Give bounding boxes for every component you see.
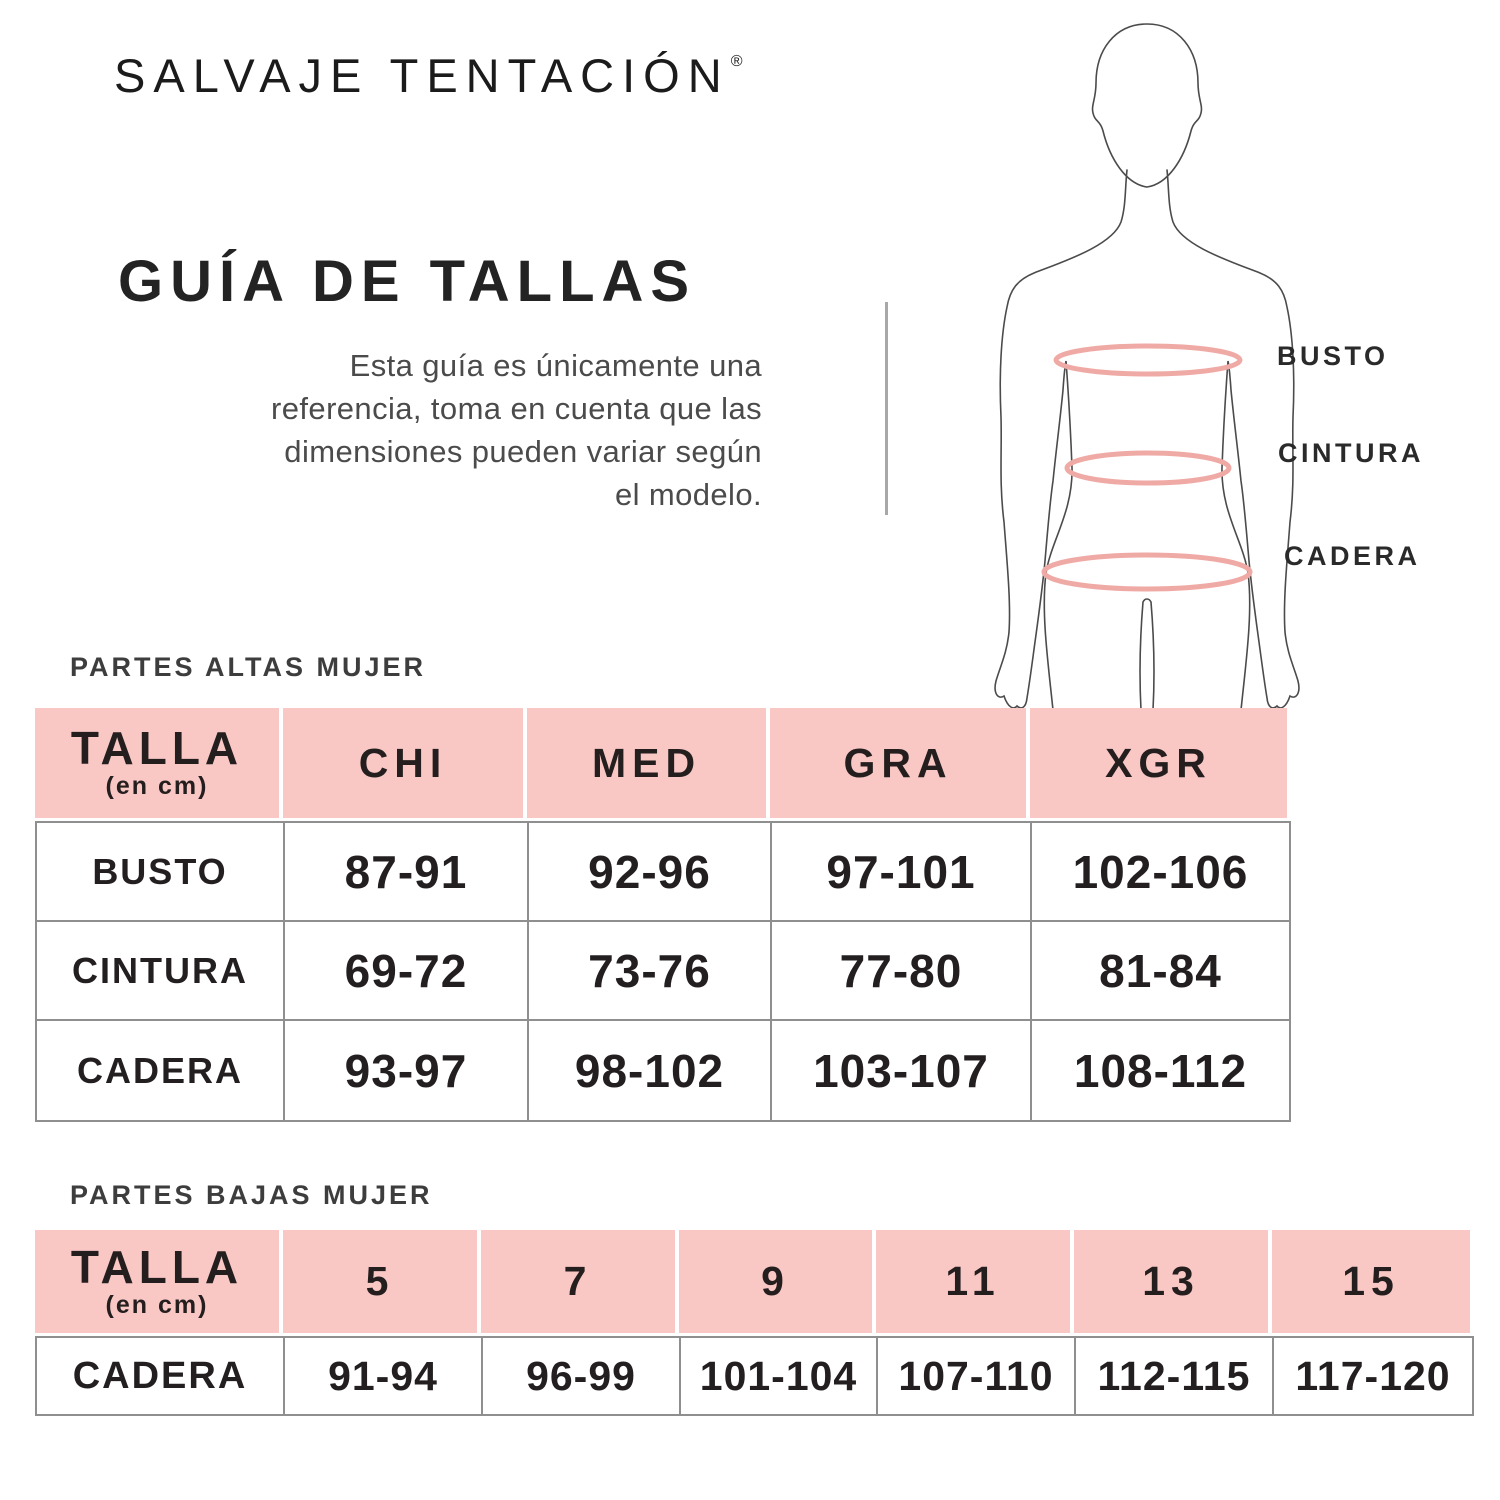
vertical-divider — [885, 302, 888, 515]
table-cell: 92-96 — [529, 823, 772, 922]
size-header-gra: GRA — [843, 739, 953, 786]
size-table-upper-header-row: TALLA (en cm) CHI MED GRA XGR — [35, 708, 1291, 818]
table-cell: 117-120 — [1274, 1338, 1472, 1414]
description-line: Esta guía es únicamente una — [349, 348, 762, 383]
table-cell: 87-91 — [285, 823, 529, 922]
bust-measurement-ellipse — [1053, 343, 1243, 377]
size-header-5: 5 — [365, 1258, 395, 1304]
talla-header-cell: TALLA (en cm) — [35, 708, 283, 818]
size-header-xgr: XGR — [1105, 739, 1212, 786]
table-cell: 73-76 — [529, 922, 772, 1021]
row-label-busto: BUSTO — [37, 823, 285, 922]
size-header-11: 11 — [945, 1258, 1001, 1304]
description-line: dimensiones pueden variar según — [284, 434, 762, 469]
brand-logo: SALVAJE TENTACIÓN® — [114, 48, 742, 103]
size-header-13: 13 — [1142, 1258, 1200, 1304]
size-table-upper-body: BUSTO 87-91 92-96 97-101 102-106 CINTURA… — [35, 821, 1291, 1122]
body-outline-right — [1166, 169, 1300, 710]
talla-unit-text: (en cm) — [105, 1290, 209, 1319]
table-cell: 101-104 — [681, 1338, 878, 1414]
section-title-partes-bajas: PARTES BAJAS MUJER — [70, 1180, 433, 1210]
table-cell: 98-102 — [529, 1021, 772, 1120]
talla-unit-text: (en cm) — [105, 772, 209, 800]
waist-label: CINTURA — [1278, 438, 1424, 468]
table-cell: 107-110 — [878, 1338, 1076, 1414]
size-table-upper: TALLA (en cm) CHI MED GRA XGR BUSTO 87-9… — [35, 708, 1291, 1122]
table-cell: 69-72 — [285, 922, 529, 1021]
size-header-chi: CHI — [358, 739, 448, 786]
brand-name: SALVAJE TENTACIÓN — [114, 49, 730, 102]
table-cell: 108-112 — [1032, 1021, 1289, 1120]
bust-label: BUSTO — [1277, 341, 1389, 371]
size-header-7: 7 — [563, 1258, 593, 1304]
size-table-lower-header-row: TALLA (en cm) 5 7 9 11 13 15 — [35, 1230, 1474, 1333]
row-label-cadera: CADERA — [37, 1338, 285, 1414]
body-outline-left — [994, 169, 1128, 710]
size-header-15: 15 — [1342, 1258, 1400, 1304]
inner-legs-outline — [1139, 598, 1155, 710]
table-cell: 112-115 — [1076, 1338, 1274, 1414]
talla-header-cell: TALLA (en cm) — [35, 1230, 283, 1333]
hip-label: CADERA — [1284, 541, 1421, 571]
table-cell: 102-106 — [1032, 823, 1289, 922]
size-header-med: MED — [591, 739, 702, 786]
talla-header-text: TALLA — [70, 1240, 244, 1293]
page-title: GUÍA DE TALLAS — [118, 249, 697, 314]
row-label-cadera: CADERA — [37, 1021, 285, 1120]
section-title-partes-altas: PARTES ALTAS MUJER — [70, 652, 427, 682]
description-line: el modelo. — [614, 477, 762, 512]
table-cell: 91-94 — [285, 1338, 483, 1414]
size-header-9: 9 — [761, 1258, 790, 1304]
size-table-lower: TALLA (en cm) 5 7 9 11 13 15 CADERA 91-9… — [35, 1230, 1474, 1416]
table-cell: 81-84 — [1032, 922, 1289, 1021]
table-cell: 97-101 — [772, 823, 1032, 922]
table-cell: 103-107 — [772, 1021, 1032, 1120]
talla-header-text: TALLA — [70, 722, 244, 774]
table-cell: 77-80 — [772, 922, 1032, 1021]
table-cell: 93-97 — [285, 1021, 529, 1120]
row-label-cintura: CINTURA — [37, 922, 285, 1021]
guide-description: Esta guía es únicamente una referencia, … — [78, 344, 762, 516]
hip-measurement-ellipse — [1041, 552, 1253, 592]
body-silhouette — [994, 23, 1300, 710]
head-outline — [1091, 23, 1203, 188]
description-line: referencia, toma en cuenta que las — [271, 391, 762, 426]
table-cell: 96-99 — [483, 1338, 681, 1414]
registered-trademark-symbol: ® — [730, 53, 743, 70]
size-table-lower-body: CADERA 91-94 96-99 101-104 107-110 112-1… — [35, 1336, 1474, 1416]
waist-measurement-ellipse — [1064, 450, 1232, 486]
